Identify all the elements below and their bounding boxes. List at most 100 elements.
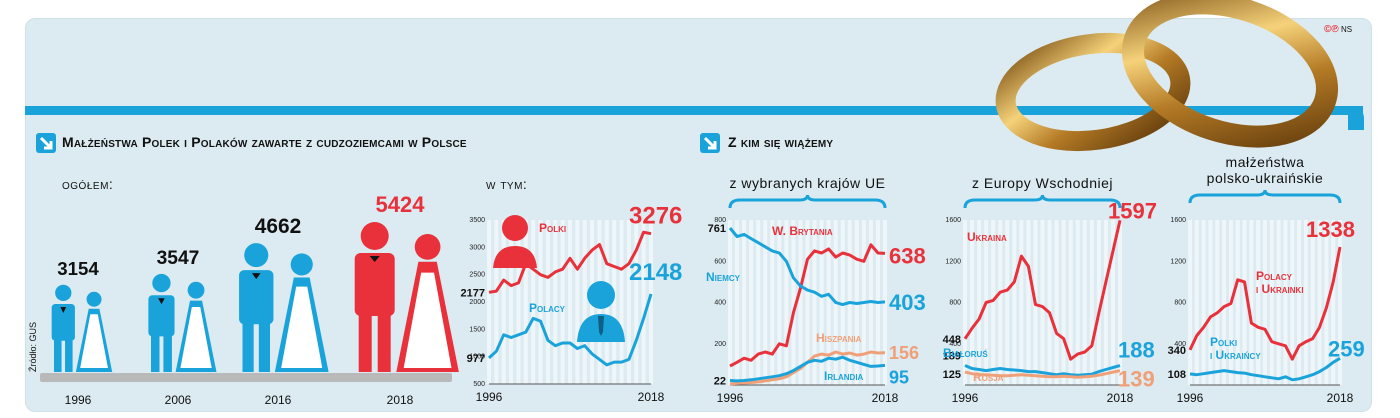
y-tick-label: 400 [714, 300, 726, 307]
total-marriages-chart: 3154 1996 3547 2006 4662 2016 5424 2018 [51, 192, 459, 407]
groom-torso [148, 295, 175, 337]
grid-stripe [1188, 220, 1192, 385]
y-tick-label: 500 [473, 381, 485, 388]
male-icon [577, 281, 625, 342]
person-head [152, 273, 171, 293]
grid-stripe [1089, 220, 1094, 385]
groom-leg [150, 334, 160, 372]
x-end-label: 2018 [638, 390, 665, 404]
couple-pictogram [239, 243, 329, 372]
grid-stripe [575, 220, 580, 384]
x-end-label: 2018 [1327, 391, 1354, 405]
grid-stripe [749, 220, 754, 385]
y-tick-label: 800 [714, 217, 726, 224]
bow-tie [251, 273, 261, 280]
year-label: 2006 [165, 393, 192, 407]
series-line [1188, 246, 1342, 361]
icon-head [587, 281, 615, 309]
grid-stripe [991, 220, 996, 385]
y-tick-label: 800 [1174, 300, 1186, 307]
value-label: 3154 [57, 258, 99, 279]
grid-stripe [1269, 220, 1274, 385]
grid-stripe [553, 220, 558, 384]
person-head [244, 243, 269, 268]
end-value-label: 188 [1118, 338, 1155, 363]
bow-tie [60, 307, 67, 314]
grid-stripe [977, 220, 982, 385]
dress-white [281, 286, 323, 368]
grid-stripe [560, 220, 565, 384]
series-line [963, 219, 1122, 361]
y-tick-label: 800 [949, 300, 961, 307]
series-line [488, 230, 652, 294]
grid-stripe [742, 220, 747, 385]
chart-subtitle: polsko-ukraińskie [1207, 170, 1324, 186]
subtitle-brace [728, 194, 887, 209]
icon-head [502, 215, 528, 241]
total-label: ogółem: [62, 176, 114, 192]
series-name-label: Polki [539, 221, 566, 235]
grid-stripe [1235, 220, 1240, 385]
dress-white [80, 314, 108, 368]
y-tick-label: 600 [714, 258, 726, 265]
series-name-label: Niemcy [706, 270, 741, 284]
source-note: Źródło: GUS [28, 321, 38, 372]
grid-stripe [1283, 220, 1288, 385]
series-name-label: Polacy [1256, 269, 1293, 283]
groom-leg [53, 338, 62, 372]
grid-stripe [1075, 220, 1080, 385]
y-tick-label: 1200 [945, 258, 961, 265]
series-line [728, 227, 886, 307]
grid-stripe [1103, 220, 1108, 385]
grid-stripe [998, 220, 1003, 385]
person-head [55, 284, 72, 302]
grid-stripe [1256, 220, 1261, 385]
groom-torso [239, 270, 274, 325]
grid-stripe [1061, 220, 1066, 385]
series-line [964, 364, 1121, 377]
grid-stripe [523, 220, 528, 384]
grid-stripe [1208, 220, 1213, 385]
series-name-label: Irlandia [824, 369, 864, 383]
series-name-label: W. Brytania [772, 224, 833, 238]
grid-stripe [649, 220, 653, 384]
start-value-label: 189 [943, 351, 961, 363]
grid-stripe [1201, 220, 1206, 385]
end-value-label: 259 [1328, 336, 1365, 361]
grid-stripe [509, 220, 514, 384]
start-value-label: 108 [1168, 369, 1186, 381]
start-value-label: 125 [943, 369, 961, 381]
section2-title: Z kim się wiążemy [728, 134, 834, 150]
end-value-label: 2148 [629, 259, 682, 286]
year-label: 2016 [265, 393, 292, 407]
series-name-label: Polacy [529, 301, 566, 315]
end-value-label: 3276 [629, 203, 682, 230]
chart-subtitle: z wybranych krajów UE [730, 175, 886, 191]
groom-leg [258, 322, 271, 372]
publisher-logo: ©℗ NS [1324, 24, 1352, 35]
grid-stripe [777, 220, 782, 385]
grid-stripe [735, 220, 740, 385]
grid-stripe [516, 220, 521, 384]
value-label: 3547 [157, 248, 200, 269]
end-value-label: 139 [1118, 367, 1155, 392]
grid-stripe [531, 220, 536, 384]
grid-stripe [1194, 220, 1199, 385]
grid-stripe [1297, 220, 1302, 385]
y-tick-label: 1500 [469, 326, 485, 333]
start-value-label: 448 [943, 334, 961, 346]
series-name-label: i Ukraińcy [1210, 348, 1261, 362]
x-end-label: 2018 [1107, 391, 1134, 405]
grid-stripe [612, 220, 617, 384]
logo-mark: ©℗ [1324, 24, 1339, 35]
series-name-label: Ukraina [967, 230, 1007, 244]
grid-stripe [1249, 220, 1254, 385]
start-value-label: 2177 [461, 287, 485, 299]
grid-stripe [501, 220, 506, 384]
wedding-rings-image [995, 0, 1339, 152]
grid-stripe [812, 220, 817, 385]
end-value-label: 156 [889, 343, 919, 363]
groom-torso [51, 304, 75, 341]
